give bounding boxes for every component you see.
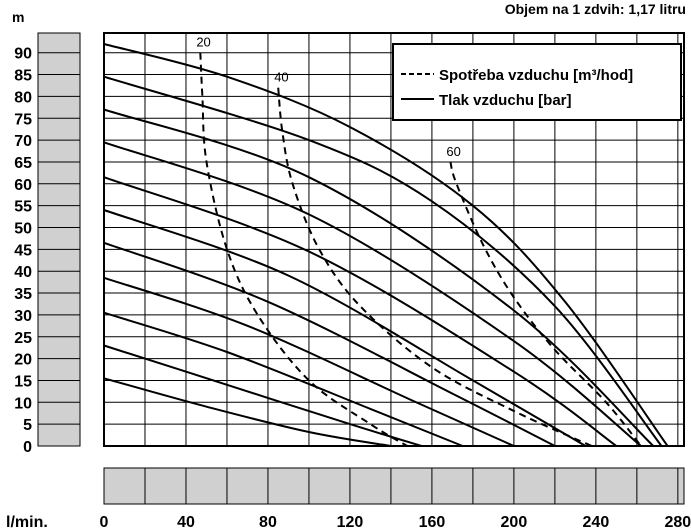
y-tick-label: 35: [14, 286, 32, 303]
air-pressure-curve: [103, 241, 556, 447]
x-tick-label: 160: [419, 514, 446, 531]
air-pressure-curve: [103, 176, 617, 447]
x-tick-label: 200: [501, 514, 528, 531]
y-tick-labels: 0 5 10 15 20 25 30 35 40 45 50 55 60 65 70 75 80 85 90: [14, 46, 32, 456]
air-consumption-curve: [449, 161, 642, 447]
x-tick-label: 280: [665, 514, 691, 531]
air-pressure-curve: [103, 141, 642, 447]
y-tick-label: 75: [14, 111, 32, 128]
y-tick-label: 85: [14, 68, 32, 85]
y-tick-label: 55: [14, 199, 32, 216]
y-tick-band: [37, 32, 81, 447]
air-pressure-curve: [103, 344, 422, 447]
air-pressure-curve: [103, 108, 654, 447]
y-tick-label: 60: [14, 177, 32, 194]
legend: Spotřeba vzduchu [m³/hod] Tlak vzduchu […: [392, 43, 682, 121]
air-pressure-curve: [103, 209, 587, 447]
y-tick-label: 65: [14, 155, 32, 172]
x-tick-label: 240: [583, 514, 610, 531]
y-tick-label: 50: [14, 221, 32, 238]
y-tick-label: 80: [14, 89, 32, 106]
y-band-rect: [37, 32, 81, 447]
x-tick-label: 80: [259, 514, 277, 531]
air-pressure-curve: [103, 377, 392, 447]
x-tick-labels: 0 40 80 120 160 200 240 280: [100, 514, 691, 531]
x-tick-label: 0: [100, 514, 109, 531]
y-tick-label: 30: [14, 308, 32, 325]
y-tick-label: 20: [14, 352, 32, 369]
x-tick-label: 120: [337, 514, 364, 531]
curve-series: 20 40 60: [103, 35, 669, 447]
y-tick-label: 70: [14, 133, 32, 150]
x-tick-label: 40: [177, 514, 195, 531]
y-tick-label: 25: [14, 330, 32, 347]
air-pressure-curve: [103, 75, 663, 447]
y-tick-label: 45: [14, 242, 32, 259]
y-tick-label: 40: [14, 264, 32, 281]
y-tick-label: 15: [14, 373, 32, 390]
chart-title: Objem na 1 zdvih: 1,17 litru: [505, 1, 686, 17]
y-tick-label: 5: [23, 417, 32, 434]
legend-box: [392, 43, 682, 121]
legend-label-air-consumption: Spotřeba vzduchu [m³/hod]: [439, 67, 633, 84]
x-tick-band: [103, 467, 685, 505]
legend-label-air-pressure: Tlak vzduchu [bar]: [439, 92, 572, 109]
curve-label: 20: [196, 35, 210, 50]
y-tick-label: 90: [14, 46, 32, 63]
plot-frame: [103, 32, 685, 447]
x-band-rect: [103, 467, 685, 505]
air-pressure-curve: [103, 276, 515, 447]
x-axis-label: l/min.: [6, 514, 48, 531]
y-axis-label: m: [12, 9, 24, 25]
air-pressure-curve: [103, 43, 669, 447]
y-tick-label: 0: [23, 439, 32, 456]
curve-label: 40: [274, 70, 288, 85]
curve-label: 60: [446, 144, 460, 159]
air-consumption-curve: [277, 87, 593, 447]
air-pressure-curve: [103, 311, 464, 447]
y-tick-label: 10: [14, 395, 32, 412]
